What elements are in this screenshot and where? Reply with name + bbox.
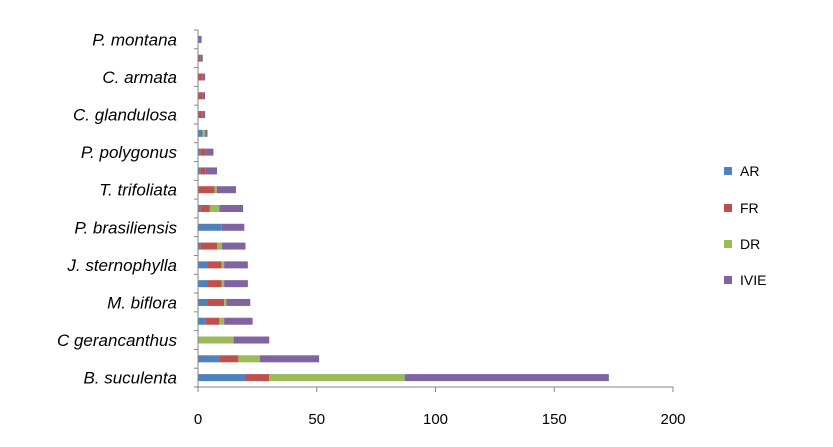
bar-segment-ivie — [224, 317, 253, 325]
bar-segment-fr — [205, 317, 220, 325]
bar-segment-ivie — [221, 242, 246, 250]
bar-segment-ar — [198, 280, 208, 288]
category-label: C gerancanthus — [57, 331, 178, 350]
bar-segment-ivie — [219, 205, 244, 212]
bar-segment-ar — [198, 298, 208, 306]
bar-segment-ar — [198, 129, 203, 137]
bar-segment-dr — [217, 242, 222, 250]
bar-segment-ivie — [224, 261, 248, 269]
bar-segment-ivie — [205, 129, 208, 137]
bar-segment-fr — [207, 298, 225, 306]
category-label: P. brasiliensis — [74, 218, 177, 237]
bar-segment-ar — [198, 355, 220, 363]
category-label: M. biflora — [107, 293, 177, 312]
legend: AR FR DR IVIE — [724, 163, 766, 288]
x-tick-marks — [194, 29, 674, 392]
bar-segment-dr — [221, 280, 225, 288]
bar-segment-dr — [269, 374, 405, 382]
bar-segment-ivie — [233, 336, 270, 344]
bar-segment-fr — [200, 205, 210, 212]
bar-segment-ivie — [226, 298, 251, 306]
bar-segment-ar — [198, 317, 206, 325]
legend-label-ivie: IVIE — [740, 272, 766, 288]
bar-segment-fr — [198, 186, 215, 194]
bar-segment-dr — [219, 317, 225, 325]
bar-segment-fr — [245, 374, 270, 382]
bar-segment-dr — [209, 205, 220, 212]
category-label: P. montana — [92, 30, 177, 49]
legend-swatch-fr — [724, 204, 732, 212]
bar-segment-dr — [198, 336, 234, 344]
bar-segment-ivie — [205, 167, 217, 175]
category-label: B. suculenta — [83, 369, 177, 388]
x-tick-labels: 0 50 100 150 200 — [194, 411, 686, 428]
bar-segment-ivie — [221, 223, 245, 231]
bar-segment-ivie — [259, 355, 320, 363]
legend-label-ar: AR — [740, 163, 759, 179]
bar-segment-dr — [202, 129, 206, 137]
bar-segment-fr — [200, 148, 206, 156]
bar-segment-ivie — [202, 73, 206, 81]
bar-segment-ar — [198, 242, 201, 250]
bar-segment-fr — [207, 261, 222, 269]
bar-segment-fr — [198, 111, 203, 119]
legend-swatch-dr — [724, 240, 732, 248]
bar-segment-fr — [198, 54, 201, 62]
bar-segment-ivie — [217, 186, 236, 194]
bar-segment-dr — [214, 186, 217, 194]
category-labels: P. montana C. armata C. glandulosa P. polyg… — [57, 30, 178, 387]
bar-segment-ivie — [202, 92, 206, 100]
bar-segment-dr — [221, 261, 225, 269]
x-tick-label: 100 — [423, 411, 448, 428]
bar-segment-ar — [198, 167, 201, 175]
bar-segment-fr — [200, 167, 206, 175]
legend-label-fr: FR — [740, 200, 759, 216]
x-tick-label: 200 — [660, 411, 685, 428]
category-label: P. polygonus — [81, 143, 178, 162]
legend-swatch-ar — [724, 167, 732, 175]
bar-segment-fr — [219, 355, 239, 363]
x-tick-label: 150 — [542, 411, 567, 428]
x-tick-label: 50 — [308, 411, 325, 428]
bar-segment-ivie — [205, 148, 214, 156]
bar-segment-ar — [198, 205, 201, 212]
legend-swatch-ivie — [724, 276, 732, 284]
bar-segment-ivie — [224, 280, 248, 288]
category-label: T. trifoliata — [99, 181, 177, 200]
category-label: J. sternophylla — [66, 256, 177, 275]
bar-segment-ar — [198, 223, 222, 231]
bars-layer — [198, 35, 609, 382]
bar-segment-ivie — [404, 374, 609, 382]
bar-segment-fr — [198, 73, 203, 81]
bar-segment-ivie — [200, 54, 203, 62]
bar-segment-dr — [238, 355, 260, 363]
legend-label-dr: DR — [740, 236, 760, 252]
bar-segment-ar — [198, 261, 208, 269]
category-label: C. glandulosa — [73, 106, 177, 125]
bar-segment-ivie — [198, 35, 202, 43]
bar-segment-ivie — [202, 111, 206, 119]
bar-segment-fr — [198, 92, 203, 100]
bar-segment-ar — [198, 148, 201, 156]
bar-segment-dr — [224, 298, 227, 306]
x-tick-label: 0 — [194, 411, 202, 428]
bar-segment-fr — [200, 242, 217, 250]
category-label: C. armata — [102, 68, 177, 87]
bar-segment-fr — [207, 280, 222, 288]
bar-segment-ar — [198, 374, 246, 382]
